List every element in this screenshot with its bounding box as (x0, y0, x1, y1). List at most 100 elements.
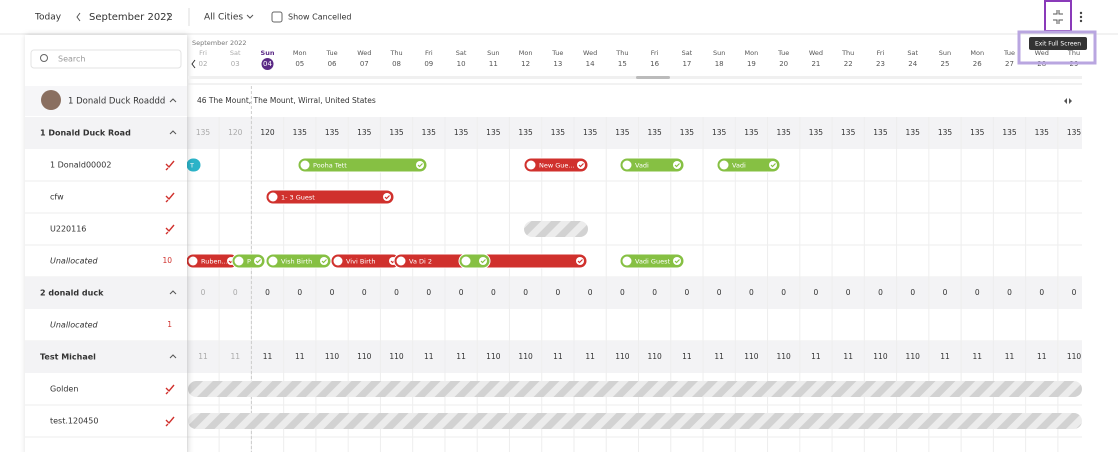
availability: 11 (811, 352, 821, 361)
availability: 11 (940, 352, 950, 361)
availability: 120 (228, 128, 243, 137)
availability: 110 (325, 352, 340, 361)
booking-label: Vadi Guest (635, 258, 670, 266)
property-row (187, 86, 1082, 116)
day-date: 26 (973, 60, 982, 68)
availability: 11 (585, 352, 595, 361)
booking[interactable]: Pooha Tett (297, 157, 428, 173)
group-row (25, 341, 187, 373)
prev-month[interactable] (76, 12, 81, 22)
day-name: Thu (841, 49, 854, 57)
day-name: Mon (293, 49, 307, 57)
availability: 0 (394, 288, 399, 297)
status-icon (416, 161, 424, 169)
availability: 0 (620, 288, 625, 297)
availability: 135 (486, 128, 501, 137)
menu-dot[interactable] (1079, 11, 1083, 15)
availability: 11 (230, 352, 240, 361)
status-icon (673, 161, 681, 169)
next-month[interactable] (166, 12, 171, 22)
day-date: 02 (199, 60, 208, 68)
availability: 135 (196, 128, 211, 137)
group-row (187, 277, 1082, 309)
scroll-arrows (1064, 98, 1072, 104)
availability: 11 (424, 352, 434, 361)
availability: 0 (201, 288, 206, 297)
day-name: Fri (199, 49, 207, 57)
status-icon (254, 257, 262, 265)
availability: 0 (491, 288, 496, 297)
availability: 135 (1035, 128, 1050, 137)
check-mark (417, 163, 423, 168)
booking[interactable]: Vivi Birth (330, 253, 401, 269)
availability: 135 (777, 128, 792, 137)
guest-icon (622, 160, 632, 170)
booking-label: Vivi Birth (346, 258, 375, 266)
scroll-left (191, 59, 196, 69)
availability: 0 (1007, 288, 1012, 297)
booking[interactable] (458, 253, 491, 269)
availability: 0 (1039, 288, 1044, 297)
booking[interactable]: T (186, 157, 202, 173)
availability: 120 (260, 128, 275, 137)
search-box[interactable] (30, 49, 182, 69)
day-name: Sun (487, 49, 499, 57)
availability: 135 (647, 128, 662, 137)
day-name: Tue (777, 49, 789, 57)
booking[interactable]: New Gue... (523, 157, 589, 173)
availability: 110 (906, 352, 921, 361)
guest-icon (461, 256, 471, 266)
booking-label: Pooha Tett (313, 162, 347, 170)
booking[interactable]: Ruben... (186, 253, 239, 269)
city-filter[interactable]: All Cities (204, 13, 243, 23)
unit-name: 1 Donald00002 (50, 161, 111, 170)
day-name: Tue (325, 49, 337, 57)
availability: 11 (456, 352, 466, 361)
availability: 135 (389, 128, 404, 137)
blocked-period (188, 381, 1082, 397)
collapse-chevron[interactable] (169, 290, 177, 295)
availability: 0 (330, 288, 335, 297)
day-date: 11 (489, 60, 498, 68)
availability: 110 (647, 352, 662, 361)
today-button[interactable]: Today (34, 13, 62, 23)
availability: 11 (553, 352, 563, 361)
day-date: 08 (392, 60, 401, 68)
booking[interactable]: Vadi Guest (619, 253, 685, 269)
tooltip-text: Exit Full Screen (1035, 41, 1081, 48)
booking[interactable]: Vish Birth (265, 253, 332, 269)
availability: 11 (1037, 352, 1047, 361)
checkbox[interactable] (271, 11, 283, 23)
day-name: Wed (1035, 49, 1049, 57)
menu-dot (1079, 15, 1083, 19)
availability: 11 (972, 352, 982, 361)
day-name: Tue (551, 49, 563, 57)
day-name: Sat (682, 49, 693, 57)
status-icon (576, 257, 584, 265)
day-name: Wed (583, 49, 597, 57)
status-icon (577, 161, 585, 169)
check-mark (480, 259, 486, 264)
availability: 11 (263, 352, 273, 361)
availability: 135 (1067, 128, 1082, 137)
availability: 135 (841, 128, 856, 137)
booking[interactable]: 1- 3 Guest (265, 189, 395, 205)
collapse-chevron[interactable] (169, 354, 177, 359)
status-icon (769, 161, 777, 169)
collapse-chevron[interactable] (169, 98, 177, 103)
check-mark (577, 259, 583, 264)
booking[interactable]: Vadi (619, 157, 685, 173)
group-row (25, 117, 187, 149)
exit-fullscreen-icon[interactable] (1053, 10, 1063, 24)
day-name: Sat (907, 49, 918, 57)
availability: 110 (486, 352, 501, 361)
availability: 0 (717, 288, 722, 297)
availability: 110 (873, 352, 888, 361)
booking[interactable]: P (231, 253, 266, 269)
booking[interactable]: Vadi (716, 157, 781, 173)
collapse-chevron[interactable] (169, 130, 177, 135)
availability: 110 (777, 352, 792, 361)
availability: 0 (555, 288, 560, 297)
booking-bar (297, 157, 428, 173)
unit-name: U220116 (50, 225, 86, 234)
